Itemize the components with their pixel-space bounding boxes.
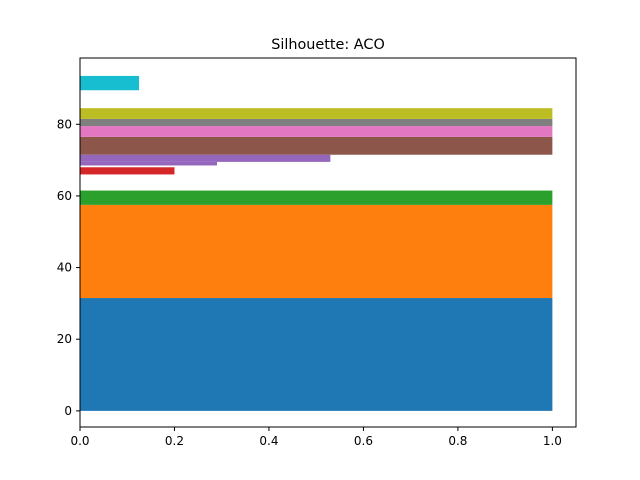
x-tick-label-1: 0.2 (165, 434, 184, 448)
chart-title: Silhouette: ACO (271, 37, 385, 53)
y-tick-label-4: 80 (57, 117, 72, 131)
silhouette-bar-1 (80, 204, 553, 299)
y-tick-label-0: 0 (64, 404, 72, 418)
x-tick-label-3: 0.6 (354, 434, 373, 448)
x-tick-label-0: 0.0 (70, 434, 89, 448)
silhouette-bar-7 (80, 126, 553, 137)
silhouette-bar-9 (80, 108, 553, 119)
silhouette-bar-0 (80, 298, 553, 411)
y-tick-label-1: 20 (57, 332, 72, 346)
x-tick-label-5: 1.0 (543, 434, 562, 448)
x-tick-label-2: 0.4 (259, 434, 278, 448)
plot-frame (79, 57, 577, 428)
x-axis: 0.0 0.2 0.4 0.6 0.8 1.0 (70, 427, 562, 448)
y-axis: 0 20 40 60 80 (57, 117, 80, 418)
y-tick-label-2: 40 (57, 261, 72, 275)
silhouette-bar-2 (80, 190, 553, 205)
silhouette-bar-6 (80, 136, 553, 155)
silhouette-bar-8 (80, 118, 553, 127)
bars (80, 75, 553, 411)
silhouette-bar-10 (80, 75, 140, 91)
silhouette-bar-4 (80, 161, 217, 166)
silhouette-bar-3 (80, 167, 175, 175)
silhouette-bar-5 (80, 154, 331, 162)
x-tick-label-4: 0.8 (448, 434, 467, 448)
y-tick-label-3: 60 (57, 189, 72, 203)
